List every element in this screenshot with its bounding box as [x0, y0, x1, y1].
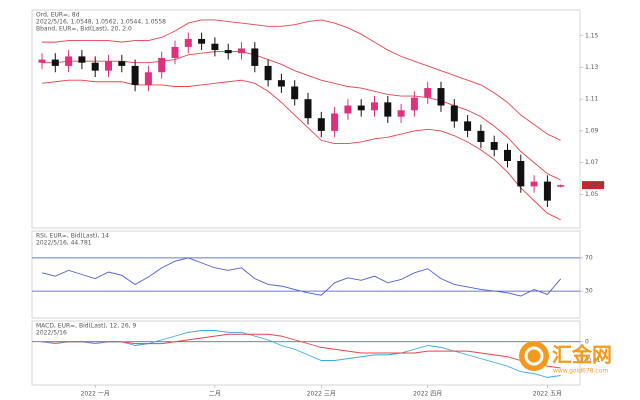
candle-body: [543, 181, 551, 201]
candle-body: [38, 59, 46, 63]
series-line: [42, 333, 561, 369]
candle-body: [291, 86, 299, 100]
y-tick-label: 1.09: [585, 127, 599, 134]
candle-body: [490, 141, 498, 150]
candle-body: [251, 48, 259, 66]
x-tick-label: 2022 四月: [413, 391, 442, 398]
candle-body: [264, 65, 272, 81]
panel-title: Ord, EUR=, 8d: [36, 12, 80, 19]
candle-body: [105, 61, 112, 71]
candle-body: [277, 80, 285, 87]
candle-body: [357, 105, 365, 111]
bands-title: Bband, EUR=, Bid(Last), 20, 2.0: [36, 26, 132, 33]
y-tick-label: -0.01: [585, 357, 601, 364]
panel-subtitle: 2022/5/16: [36, 330, 67, 337]
candle-body: [238, 48, 245, 54]
candle-body: [171, 46, 179, 58]
x-tick-label: 二月: [209, 391, 221, 398]
series-line: [41, 330, 561, 378]
panel-title: RSI, EUR=, Bid(Last), 14: [36, 233, 109, 240]
y-tick-label: 1.11: [585, 96, 599, 103]
x-tick-label: 2022 一月: [81, 391, 110, 398]
candle-body: [331, 113, 339, 131]
y-tick-label: 30: [585, 288, 593, 295]
candle-body: [344, 105, 352, 114]
candle-body: [198, 38, 206, 44]
candle-body: [131, 65, 139, 85]
x-tick-label: 2022 五月: [533, 391, 562, 398]
candle-body: [158, 57, 166, 73]
candle-body: [144, 72, 152, 85]
logo: [519, 341, 549, 371]
y-tick-label: 0: [585, 338, 589, 345]
candle-body: [504, 149, 511, 162]
candle-body: [91, 62, 99, 71]
candle-body: [118, 61, 126, 66]
y-tick-label: 1.07: [585, 159, 599, 166]
series-line: [41, 257, 562, 297]
candle-body: [517, 161, 525, 187]
panel-subtitle: 2022/5/16, 1.0548, 1.0562, 1.0544, 1.055…: [36, 19, 166, 26]
series-line: [41, 79, 561, 221]
price-panel: [31, 9, 581, 229]
series-line: [42, 51, 561, 181]
candle-body: [557, 185, 565, 187]
y-tick-label: 1.05: [585, 191, 599, 198]
candle-body: [65, 56, 73, 66]
rsi-panel: [31, 230, 581, 319]
panel-title: MACD, EUR=, Bid(Last), 12, 26, 9: [36, 323, 136, 330]
candle-body: [410, 97, 418, 111]
watermark-url: www.gold678.com: [553, 368, 608, 375]
last-price-box: [582, 181, 604, 190]
candle-body: [51, 59, 59, 66]
candle-body: [530, 181, 538, 187]
x-tick-label: 2022 三月: [307, 391, 336, 398]
candle-body: [384, 102, 392, 117]
candle-body: [450, 105, 458, 122]
y-tick-label: 1.13: [585, 64, 599, 71]
candle-body: [437, 88, 445, 106]
logo-ring: [524, 346, 544, 366]
candle-body: [397, 110, 405, 117]
candle-body: [78, 56, 86, 63]
candle-body: [224, 50, 232, 54]
panel-subtitle: 2022/5/16, 44.781: [36, 240, 92, 247]
y-tick-label: 1.15: [585, 32, 599, 39]
candle-body: [304, 99, 312, 119]
candle-body: [211, 43, 219, 51]
candle-body: [464, 121, 472, 131]
watermark: 汇金网 www.gold678.com: [519, 341, 612, 375]
candle-body: [317, 118, 325, 131]
watermark-text: 汇金网: [552, 343, 612, 367]
macd-panel: [31, 320, 581, 386]
candle-body: [184, 38, 192, 47]
series-line: [42, 19, 561, 141]
candle-body: [371, 102, 378, 111]
last-price-label: 1.0558: [584, 182, 605, 189]
y-tick-label: 70: [585, 254, 593, 261]
candle-body: [477, 130, 485, 142]
candle-body: [424, 88, 432, 98]
